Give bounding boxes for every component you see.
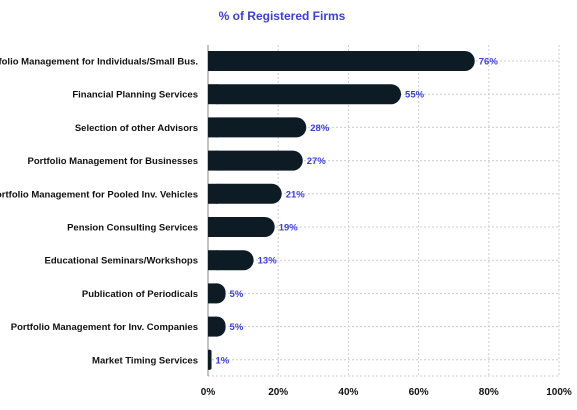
bar-left-edge: [208, 349, 210, 370]
data-labels: 76% 55% 28% 27% 21% 19% 13% 5% 5% 1%: [216, 57, 499, 367]
bar-left-edge: [208, 250, 218, 271]
x-tick-label: 0%: [201, 387, 216, 398]
category-label: Publication of Periodicals: [82, 289, 198, 300]
data-label: 5%: [230, 289, 244, 300]
data-label: 19%: [279, 223, 299, 234]
data-label: 1%: [216, 355, 230, 366]
bar-left-edge: [208, 117, 218, 138]
category-label: Selection of other Advisors: [75, 123, 198, 134]
data-label: 27%: [307, 156, 327, 167]
bar: [208, 84, 402, 105]
category-labels: Portfolio Management for Individuals/Sma…: [0, 57, 198, 367]
grid-lines: [208, 45, 560, 377]
category-label: Market Timing Services: [92, 355, 198, 366]
data-label: 13%: [258, 256, 278, 267]
data-label: 76%: [479, 57, 499, 68]
bar: [208, 183, 282, 204]
bar: [208, 117, 307, 138]
category-label: Educational Seminars/Workshops: [45, 256, 198, 267]
bar: [208, 217, 275, 237]
category-label: Portfolio Management for Individuals/Sma…: [0, 57, 198, 68]
bar: [208, 51, 475, 71]
category-label: Portfolio Management for Pooled Inv. Veh…: [0, 189, 198, 200]
bar-left-edge: [208, 316, 217, 337]
x-tick-label: 60%: [409, 387, 429, 398]
category-label: Portfolio Management for Inv. Companies: [11, 322, 198, 333]
bar-left-edge: [208, 183, 218, 204]
data-label: 28%: [310, 123, 330, 134]
x-tick-label: 40%: [338, 387, 358, 398]
x-tick-label: 100%: [546, 387, 572, 398]
chart-title: % of Registered Firms: [219, 9, 346, 23]
bar-left-edge: [208, 217, 218, 237]
bar-left-edge: [208, 283, 217, 304]
bar-left-edge: [208, 150, 218, 171]
data-label: 55%: [405, 90, 425, 101]
x-tick-label: 80%: [479, 387, 499, 398]
category-label: Pension Consulting Services: [67, 223, 198, 234]
category-label: Portfolio Management for Businesses: [27, 156, 198, 167]
bar: [208, 250, 254, 271]
data-label: 5%: [230, 322, 244, 333]
bar: [208, 150, 303, 171]
x-axis-tick-labels: 0% 20% 40% 60% 80% 100%: [201, 387, 572, 398]
data-label: 21%: [286, 189, 306, 200]
bar-left-edge: [208, 51, 218, 71]
bars-group: [208, 51, 475, 370]
bar-left-edge: [208, 84, 218, 105]
x-tick-label: 20%: [268, 387, 288, 398]
category-label: Financial Planning Services: [72, 90, 198, 101]
